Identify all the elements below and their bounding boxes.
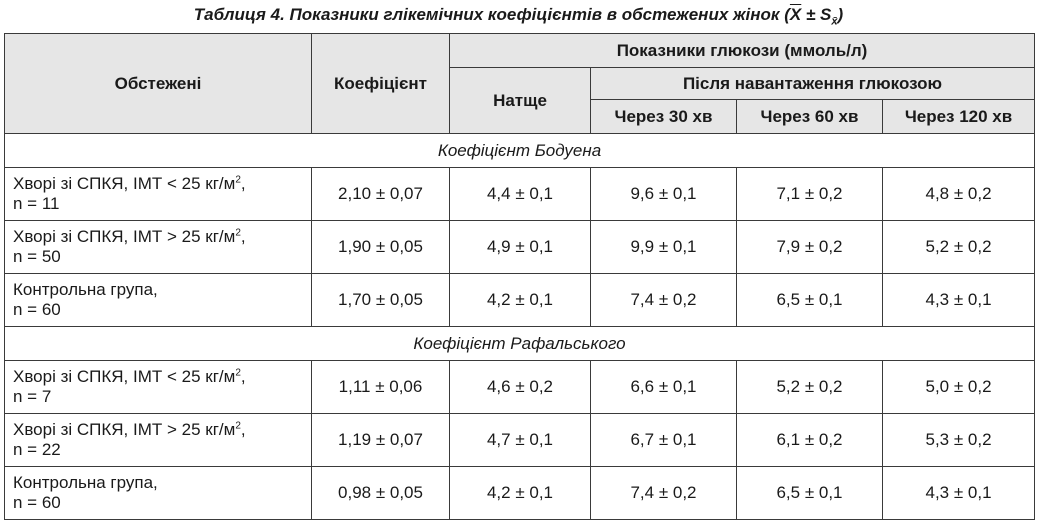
unit-superscript: 2 [235,227,241,239]
caption-pm: ± S [801,5,832,24]
group-name-cell: Контрольна група, n = 60 [4,273,312,327]
section-title: Коефіцієнт Рафальського [3,326,1036,361]
group-size: n = 60 [13,493,61,512]
group-name-line1-end: , [240,420,246,439]
after-120-cell: 4,8 ± 0,2 [881,167,1036,221]
after-30-cell: 7,4 ± 0,2 [590,466,737,520]
after-60-cell: 7,1 ± 0,2 [736,167,883,221]
group-name-line1: Хворі зі СПКЯ, ІМТ > 25 кг/м [13,420,236,439]
header-examined: Обстежені [4,33,312,134]
group-name-line1-end: , [240,367,246,386]
group-name-line1: Хворі зі СПКЯ, ІМТ > 25 кг/м [13,227,236,246]
header-after-120: Через 120 хв [881,99,1036,134]
fasting-cell: 4,4 ± 0,1 [449,167,591,221]
fasting-cell: 4,9 ± 0,1 [449,220,591,274]
table-row: Хворі зі СПКЯ, ІМТ < 25 кг/м2, n = 11 2,10… [4,167,1036,221]
header-after-load: Після навантаження глюкозою [589,67,1036,100]
group-name-cell: Хворі зі СПКЯ, ІМТ < 25 кг/м2, n = 11 [4,167,312,221]
group-size: n = 7 [13,387,52,406]
group-size: n = 22 [13,440,61,459]
after-60-cell: 7,9 ± 0,2 [736,220,883,274]
header-glucose-group: Показники глюкози (ммоль/л) [448,33,1036,68]
group-name-line1: Хворі зі СПКЯ, ІМТ < 25 кг/м [13,367,236,386]
after-60-cell: 6,5 ± 0,1 [736,273,883,327]
coefficient-cell: 1,19 ± 0,07 [311,413,450,467]
group-name-line1-end: , [240,174,246,193]
after-120-cell: 4,3 ± 0,1 [881,466,1036,520]
group-size: n = 11 [13,194,60,213]
fasting-cell: 4,2 ± 0,1 [449,466,591,520]
fasting-cell: 4,2 ± 0,1 [449,273,591,327]
header-after-60: Через 60 хв [736,99,883,134]
caption-suffix: ) [837,5,844,24]
section-row: Коефіцієнт Бодуена [3,133,1036,168]
group-name-cell: Хворі зі СПКЯ, ІМТ < 25 кг/м2, n = 7 [4,360,312,414]
group-size: n = 60 [13,300,61,319]
section-row: Коефіцієнт Рафальського [3,326,1036,361]
header-after-30: Через 30 хв [590,99,737,134]
group-name-cell: Контрольна група, n = 60 [4,466,312,520]
table-row: Хворі зі СПКЯ, ІМТ > 25 кг/м2, n = 22 1,19… [4,413,1036,467]
after-60-cell: 5,2 ± 0,2 [736,360,883,414]
after-60-cell: 6,5 ± 0,1 [736,466,883,520]
group-name-line1-end: , [240,227,246,246]
after-30-cell: 7,4 ± 0,2 [590,273,737,327]
table-row: Хворі зі СПКЯ, ІМТ < 25 кг/м2, n = 7 1,11 … [4,360,1036,414]
after-30-cell: 9,6 ± 0,1 [590,167,737,221]
fasting-cell: 4,7 ± 0,1 [449,413,591,467]
table-row: Контрольна група, n = 60 0,98 ± 0,05 4,2 ± … [4,466,1036,520]
caption-mean-symbol: X [789,5,802,24]
section-title: Коефіцієнт Бодуена [3,133,1036,168]
unit-superscript: 2 [235,174,241,186]
header-fasting: Натще [449,67,591,134]
caption-prefix: Таблиця 4. Показники глікемічних коефіці… [193,5,790,24]
table-header: Обстежені Коефіцієнт Показники глюкози (… [4,33,1036,134]
coefficient-cell: 1,70 ± 0,05 [311,273,450,327]
coefficient-cell: 0,98 ± 0,05 [311,466,450,520]
unit-superscript: 2 [235,367,241,379]
after-120-cell: 5,0 ± 0,2 [881,360,1036,414]
after-60-cell: 6,1 ± 0,2 [736,413,883,467]
group-name-cell: Хворі зі СПКЯ, ІМТ > 25 кг/м2, n = 22 [4,413,312,467]
caption-subscript: x̄ [831,15,838,28]
table-body: Коефіцієнт Бодуена Хворі зі СПКЯ, ІМТ < 2… [3,133,1036,520]
after-120-cell: 5,2 ± 0,2 [881,220,1036,274]
fasting-cell: 4,6 ± 0,2 [449,360,591,414]
after-30-cell: 6,7 ± 0,1 [590,413,737,467]
group-name-line1: Контрольна група, [13,280,158,299]
coefficient-cell: 2,10 ± 0,07 [311,167,450,221]
group-size: n = 50 [13,247,61,266]
coefficient-cell: 1,11 ± 0,06 [311,360,450,414]
table-row: Хворі зі СПКЯ, ІМТ > 25 кг/м2, n = 50 1,90… [4,220,1036,274]
group-name-line1: Хворі зі СПКЯ, ІМТ < 25 кг/м [13,174,236,193]
after-120-cell: 4,3 ± 0,1 [881,273,1036,327]
coefficient-cell: 1,90 ± 0,05 [311,220,450,274]
after-30-cell: 9,9 ± 0,1 [590,220,737,274]
group-name-cell: Хворі зі СПКЯ, ІМТ > 25 кг/м2, n = 50 [4,220,312,274]
table-caption: Таблиця 4. Показники глікемічних коефіці… [0,2,1037,30]
glycemic-coefficients-table: Обстежені Коефіцієнт Показники глюкози (… [3,33,1036,520]
group-name-line1: Контрольна група, [13,473,158,492]
after-30-cell: 6,6 ± 0,1 [590,360,737,414]
header-coefficient: Коефіцієнт [311,33,450,134]
after-120-cell: 5,3 ± 0,2 [881,413,1036,467]
unit-superscript: 2 [235,420,241,432]
table-row: Контрольна група, n = 60 1,70 ± 0,05 4,2 ± … [4,273,1036,327]
